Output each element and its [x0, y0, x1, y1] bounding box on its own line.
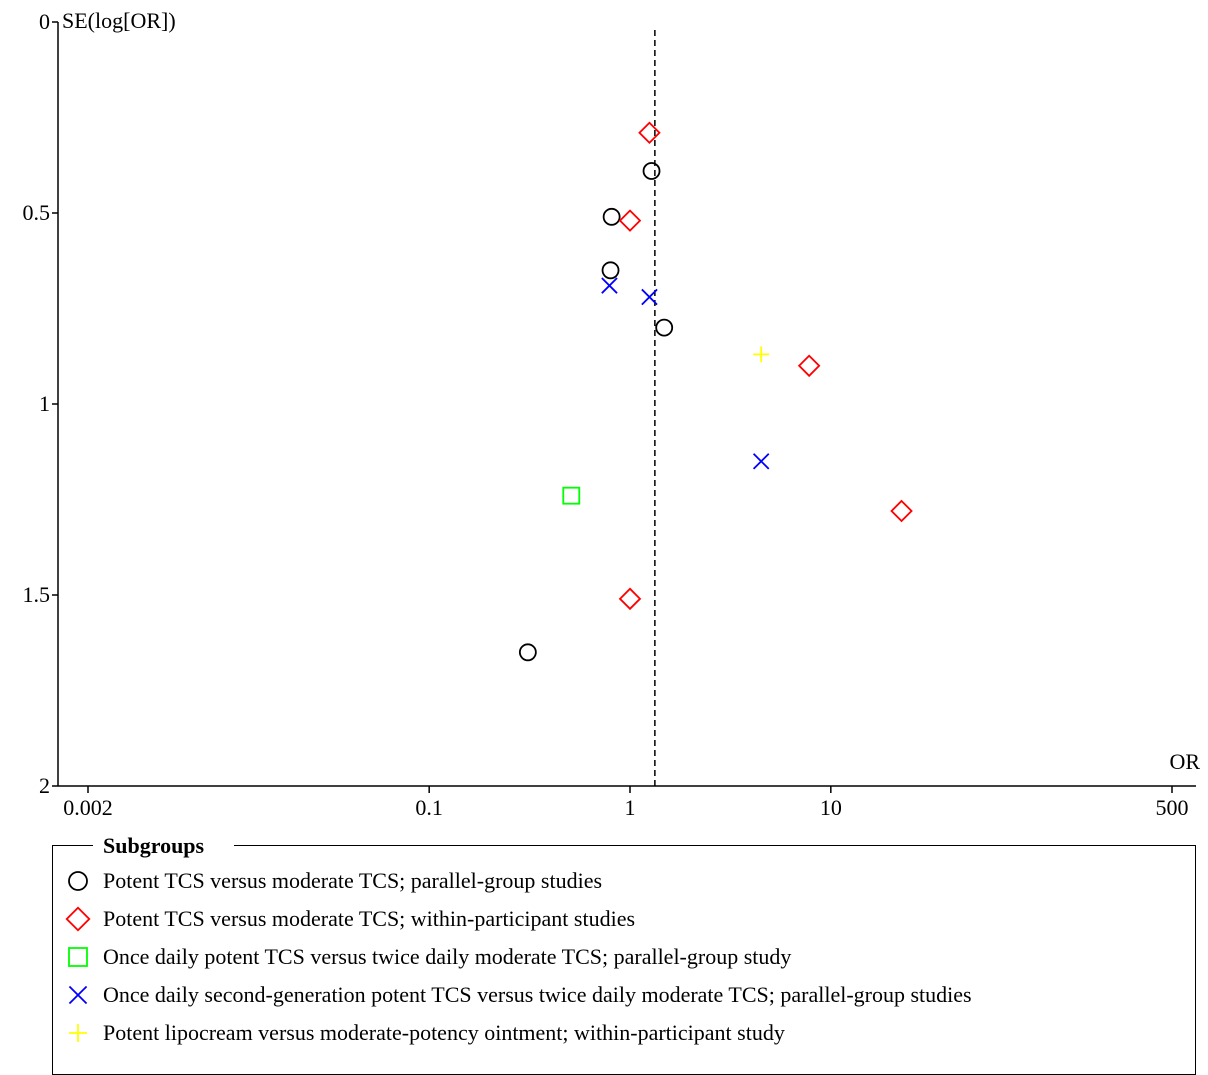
- diamond-marker: [797, 354, 821, 378]
- data-point: [641, 288, 658, 306]
- x-tick-label: 500: [1156, 795, 1189, 820]
- x-marker-stroke: [601, 277, 618, 294]
- diamond-marker: [618, 209, 642, 232]
- circle-marker: [68, 871, 88, 891]
- data-point: [752, 453, 770, 470]
- data-point: [562, 486, 581, 505]
- data-point: [890, 499, 913, 523]
- legend: Subgroups Potent TCS versus moderate TCS…: [52, 833, 1196, 1075]
- y-tick-label: 1.5: [23, 582, 51, 607]
- diamond-marker: [890, 499, 913, 523]
- data-point: [618, 587, 642, 611]
- diamond-marker: [65, 906, 91, 932]
- y-tick-label: 1: [39, 391, 50, 416]
- data-point: [601, 261, 620, 280]
- data-point: [518, 643, 537, 662]
- x-marker-stroke: [752, 453, 770, 470]
- square-marker: [562, 486, 581, 505]
- legend-label: Potent TCS versus moderate TCS; within-p…: [103, 906, 636, 931]
- data-point: [797, 354, 821, 378]
- data-point: [618, 209, 642, 232]
- x-tick-label: 1: [625, 795, 636, 820]
- x-axis-label: OR: [1169, 749, 1200, 774]
- data-point: [655, 318, 674, 337]
- plus-marker-icon: [69, 1024, 87, 1042]
- legend-item: Potent TCS versus moderate TCS; parallel…: [65, 866, 602, 896]
- axes: 0 0.5 1 1.5 2 0.002 0.1 1 10 500: [23, 9, 1196, 820]
- funnel-plot: 0 0.5 1 1.5 2 0.002 0.1 1 10 500 SE(log[OR]) OR: [23, 8, 1201, 820]
- data-point: [601, 277, 618, 294]
- legend-label: Potent lipocream versus moderate-potency…: [103, 1020, 785, 1045]
- data-point: [638, 121, 661, 145]
- legend-marker: [68, 985, 88, 1005]
- square-marker: [68, 947, 88, 967]
- y-tick-label: 0: [39, 9, 50, 34]
- circle-marker: [642, 162, 661, 180]
- x-marker-stroke: [641, 288, 658, 306]
- circle-marker-icon: [68, 871, 88, 891]
- legend-label: Once daily second-generation potent TCS …: [103, 982, 972, 1007]
- x-marker-icon: [68, 985, 88, 1005]
- y-tick-label: 0.5: [23, 200, 51, 225]
- x-tick-label: 10: [820, 795, 842, 820]
- x-marker-stroke: [68, 985, 88, 1005]
- circle-marker: [518, 643, 537, 662]
- legend-marker: [69, 1024, 87, 1042]
- y-axis-label: SE(log[OR]): [62, 8, 176, 33]
- data-points: [518, 121, 913, 662]
- legend-item: Once daily second-generation potent TCS …: [65, 980, 972, 1010]
- data-point: [642, 162, 661, 180]
- legend-marker: [65, 906, 91, 932]
- legend-item: Potent lipocream versus moderate-potency…: [65, 1018, 785, 1048]
- legend-label: Once daily potent TCS versus twice daily…: [103, 944, 792, 969]
- data-point: [602, 207, 621, 226]
- circle-marker: [602, 207, 621, 226]
- legend-label: Potent TCS versus moderate TCS; parallel…: [103, 868, 603, 893]
- diamond-marker-icon: [65, 906, 91, 932]
- diamond-marker: [618, 587, 642, 611]
- circle-marker: [601, 261, 620, 280]
- circle-marker: [655, 318, 674, 337]
- legend-marker: [68, 871, 88, 891]
- diamond-marker: [638, 121, 661, 145]
- legend-marker: [68, 947, 88, 967]
- legend-item: Potent TCS versus moderate TCS; within-p…: [65, 904, 635, 934]
- legend-title: Subgroups: [93, 833, 235, 859]
- y-tick-label: 2: [39, 773, 50, 798]
- x-tick-label: 0.1: [415, 795, 443, 820]
- square-marker-icon: [68, 947, 88, 967]
- legend-item: Once daily potent TCS versus twice daily…: [65, 942, 791, 972]
- x-tick-label: 0.002: [63, 795, 113, 820]
- data-point: [753, 346, 770, 363]
